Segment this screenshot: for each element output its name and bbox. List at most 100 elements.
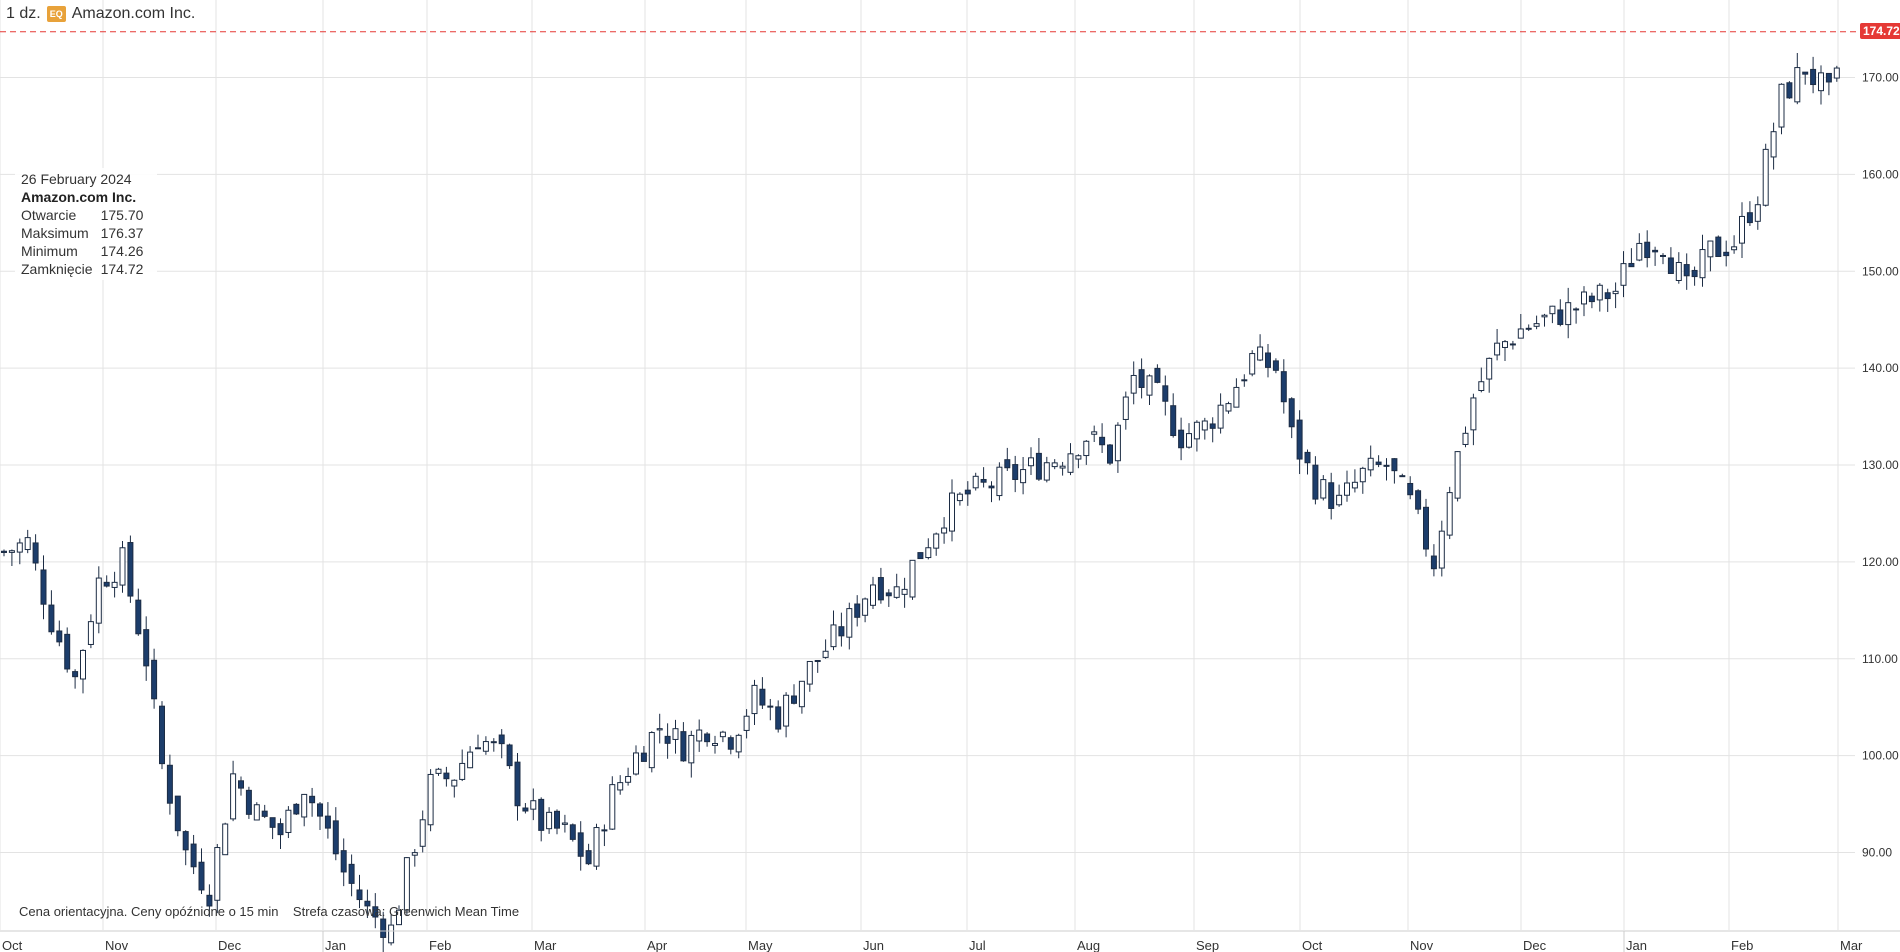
candle [1138, 358, 1145, 399]
candle [285, 806, 292, 839]
candle [324, 802, 331, 839]
candle [1004, 447, 1011, 471]
high-label: Maksimum [21, 225, 89, 241]
x-month-label: Nov [105, 938, 129, 952]
candle [1107, 443, 1113, 466]
candle [317, 802, 323, 831]
candle [238, 776, 244, 796]
candle [1573, 307, 1580, 324]
candle [1209, 417, 1216, 443]
candle [1312, 456, 1319, 505]
candle [727, 735, 734, 755]
candle [269, 817, 276, 840]
candle [467, 746, 474, 769]
candle [230, 760, 237, 822]
candle [1699, 234, 1706, 287]
candle [933, 532, 940, 556]
candle [988, 481, 995, 503]
candle [1581, 286, 1587, 317]
candle [119, 540, 126, 593]
candle [388, 914, 395, 946]
candle [143, 616, 150, 681]
candle [1304, 449, 1311, 475]
candle [1715, 235, 1722, 257]
candle [16, 538, 23, 565]
candle [24, 529, 31, 554]
candle [48, 590, 55, 635]
low-label: Minimum [21, 243, 78, 259]
candle [1012, 455, 1019, 493]
candle [585, 843, 592, 866]
candle [372, 893, 379, 929]
candle [1739, 202, 1745, 258]
candle [1652, 246, 1659, 266]
close-value: 174.72 [100, 261, 144, 277]
candle [40, 555, 47, 620]
candle [1423, 498, 1429, 557]
candle [1130, 361, 1137, 405]
candle [909, 559, 916, 600]
candle [459, 749, 466, 782]
x-month-label: Feb [1731, 938, 1753, 952]
candle [1762, 143, 1769, 207]
candle [1407, 476, 1414, 500]
candle [80, 649, 86, 694]
grid-lines [0, 0, 1855, 930]
candle [1351, 469, 1358, 493]
candle [806, 660, 813, 692]
candle [743, 709, 750, 739]
last-price-tag: 174.72 [1860, 22, 1900, 39]
candle [1509, 340, 1516, 350]
candle [1667, 247, 1674, 274]
candle [538, 797, 545, 842]
candle [1446, 486, 1453, 540]
open-label: Otwarcie [21, 207, 77, 223]
candle [751, 679, 758, 726]
candle [1272, 358, 1279, 374]
candle [214, 843, 221, 914]
candle [672, 719, 679, 754]
candle [364, 889, 371, 919]
candle [506, 743, 513, 769]
candle [72, 669, 79, 689]
candle [1193, 420, 1200, 452]
candle [1778, 83, 1785, 135]
candle [822, 639, 829, 659]
candle [1604, 288, 1611, 312]
candle [1320, 475, 1327, 501]
candle [1478, 367, 1485, 393]
candle [1746, 201, 1753, 226]
candle [601, 824, 608, 847]
candle [1083, 440, 1090, 465]
candle [206, 884, 213, 917]
candle [1462, 426, 1469, 448]
candle [917, 552, 924, 560]
candle [419, 810, 426, 853]
candle [996, 462, 1003, 501]
candle [1091, 425, 1098, 443]
candle [159, 701, 165, 770]
candle [949, 479, 955, 542]
x-month-label: Apr [647, 938, 668, 952]
candle [1596, 283, 1603, 312]
candle [277, 818, 284, 850]
candle [1644, 230, 1651, 268]
candle [530, 788, 537, 821]
candle [443, 766, 450, 787]
candle [182, 830, 189, 866]
candle [1525, 324, 1532, 332]
candle [166, 754, 173, 815]
candle [569, 823, 576, 842]
interval-label[interactable]: 1 dz. [6, 5, 41, 22]
x-month-label: Dec [1523, 938, 1547, 952]
candle [1249, 350, 1256, 377]
candle [1028, 447, 1034, 475]
candle [1241, 374, 1248, 387]
candle [696, 719, 703, 752]
candle [293, 803, 300, 816]
candle [1075, 454, 1082, 469]
candle [1660, 253, 1666, 265]
candle [1367, 445, 1374, 477]
candle [1430, 544, 1437, 577]
y-tick-label: 140.00 [1862, 361, 1899, 375]
